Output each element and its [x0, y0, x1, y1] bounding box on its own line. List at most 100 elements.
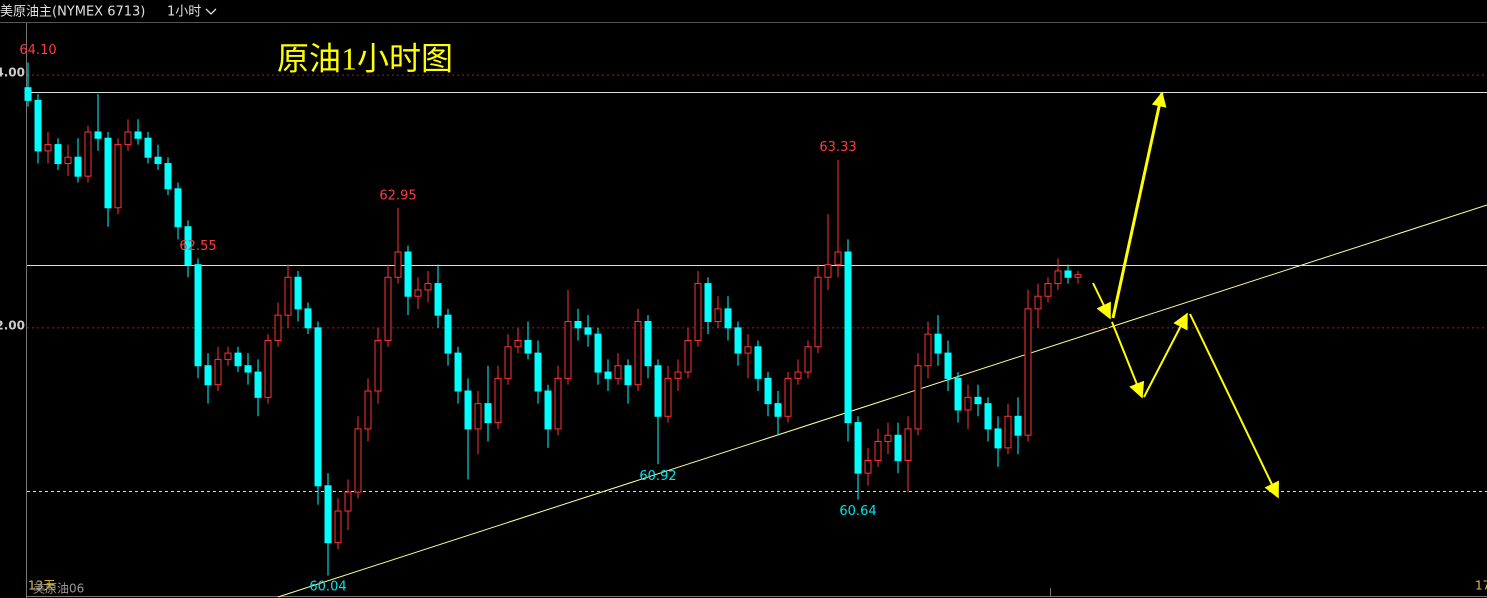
y-tick-label: 62.00 — [0, 318, 25, 332]
candle-body — [914, 365, 922, 430]
candle-body — [694, 283, 702, 341]
candle-body — [64, 156, 72, 165]
candle-body — [324, 485, 332, 544]
candle-body — [194, 264, 202, 367]
candle-body — [964, 396, 972, 411]
candle-body — [124, 131, 132, 146]
candle-body — [674, 371, 682, 379]
candle-body — [224, 352, 232, 360]
candle-body — [974, 396, 982, 405]
candle-body — [314, 327, 322, 487]
candle-body — [134, 131, 142, 139]
high-label: 62.95 — [379, 188, 416, 203]
candle-body — [684, 339, 692, 373]
candle-body — [934, 333, 942, 354]
candle-body — [814, 276, 822, 348]
candle-body — [664, 377, 672, 417]
candle-body — [214, 358, 222, 386]
arrow — [1143, 312, 1188, 398]
candle-body — [654, 365, 662, 417]
candle-body — [44, 144, 52, 152]
chart-title: 原油1小时图 — [277, 40, 453, 76]
candle-body — [854, 422, 862, 474]
candle-body — [174, 188, 182, 228]
footer-instrument: 美原油06 — [33, 582, 84, 596]
candle-body — [144, 137, 152, 158]
candle-body — [544, 390, 552, 430]
candle-body — [394, 251, 402, 278]
candle-body — [164, 163, 172, 190]
period[interactable]: 1小时 — [167, 5, 201, 20]
candle-body — [1014, 415, 1022, 436]
footer-right: 17 — [1475, 579, 1487, 593]
candle-body — [84, 131, 92, 177]
candle-body — [924, 333, 932, 367]
candle-body — [104, 137, 112, 209]
candle-body — [424, 283, 432, 291]
candle-body — [404, 251, 412, 297]
candle-body — [644, 321, 652, 367]
candle-body — [494, 377, 502, 424]
candle-body — [824, 264, 832, 278]
candle-body — [1074, 274, 1082, 278]
candle-body — [354, 428, 362, 493]
candle-body — [154, 156, 162, 165]
candle-body — [1044, 283, 1052, 297]
candle-body — [514, 339, 522, 348]
high-label: 64.10 — [19, 43, 56, 58]
candle-body — [884, 434, 892, 443]
candle-body — [764, 377, 772, 405]
footer-left: 13天 — [28, 579, 55, 593]
candle-body — [1064, 270, 1072, 278]
candle-body — [834, 251, 842, 266]
candle-body — [894, 434, 902, 462]
candle-body — [294, 276, 302, 310]
candle-body — [284, 276, 292, 316]
trendline — [277, 204, 1487, 598]
candle-body — [334, 510, 342, 544]
candle-body — [304, 308, 312, 329]
header-bar — [0, 0, 1487, 22]
candle-body — [414, 289, 422, 297]
arrow — [1111, 321, 1145, 399]
candle-body — [204, 365, 212, 386]
candle-body — [264, 339, 272, 398]
candle-body — [1054, 270, 1062, 285]
candle-body — [874, 441, 882, 462]
candle-body — [774, 403, 782, 417]
candle-body — [864, 460, 872, 474]
candle-body — [614, 365, 622, 379]
y-tick-label: 64.00 — [0, 66, 25, 80]
candle-body — [724, 308, 732, 329]
candle-body — [374, 339, 382, 392]
candle-body — [524, 339, 532, 354]
high-label: 62.55 — [179, 239, 216, 254]
candle-body — [844, 251, 852, 424]
period-chevron[interactable] — [205, 8, 217, 15]
candle-body — [54, 144, 62, 165]
candle-body — [254, 371, 262, 398]
candle-body — [584, 327, 592, 335]
candle-body — [444, 314, 452, 354]
candle-body — [604, 371, 612, 379]
candle-body — [24, 87, 32, 101]
candle-body — [1024, 308, 1032, 436]
candle-body — [714, 308, 722, 323]
arrow — [1111, 91, 1167, 319]
candle-body — [574, 321, 582, 329]
arrow — [1092, 282, 1111, 320]
arrow — [1189, 313, 1279, 499]
candle-body — [114, 144, 122, 209]
low-label: 60.92 — [639, 469, 676, 484]
candle-body — [364, 390, 372, 430]
candle-body — [534, 352, 542, 392]
candle-body — [484, 403, 492, 424]
candle-body — [564, 321, 572, 379]
candle-body — [754, 346, 762, 379]
candle-body — [1034, 295, 1042, 310]
candle-body — [454, 352, 462, 392]
candle-body — [344, 491, 352, 512]
candle-body — [734, 327, 742, 354]
candle-body — [34, 99, 42, 152]
